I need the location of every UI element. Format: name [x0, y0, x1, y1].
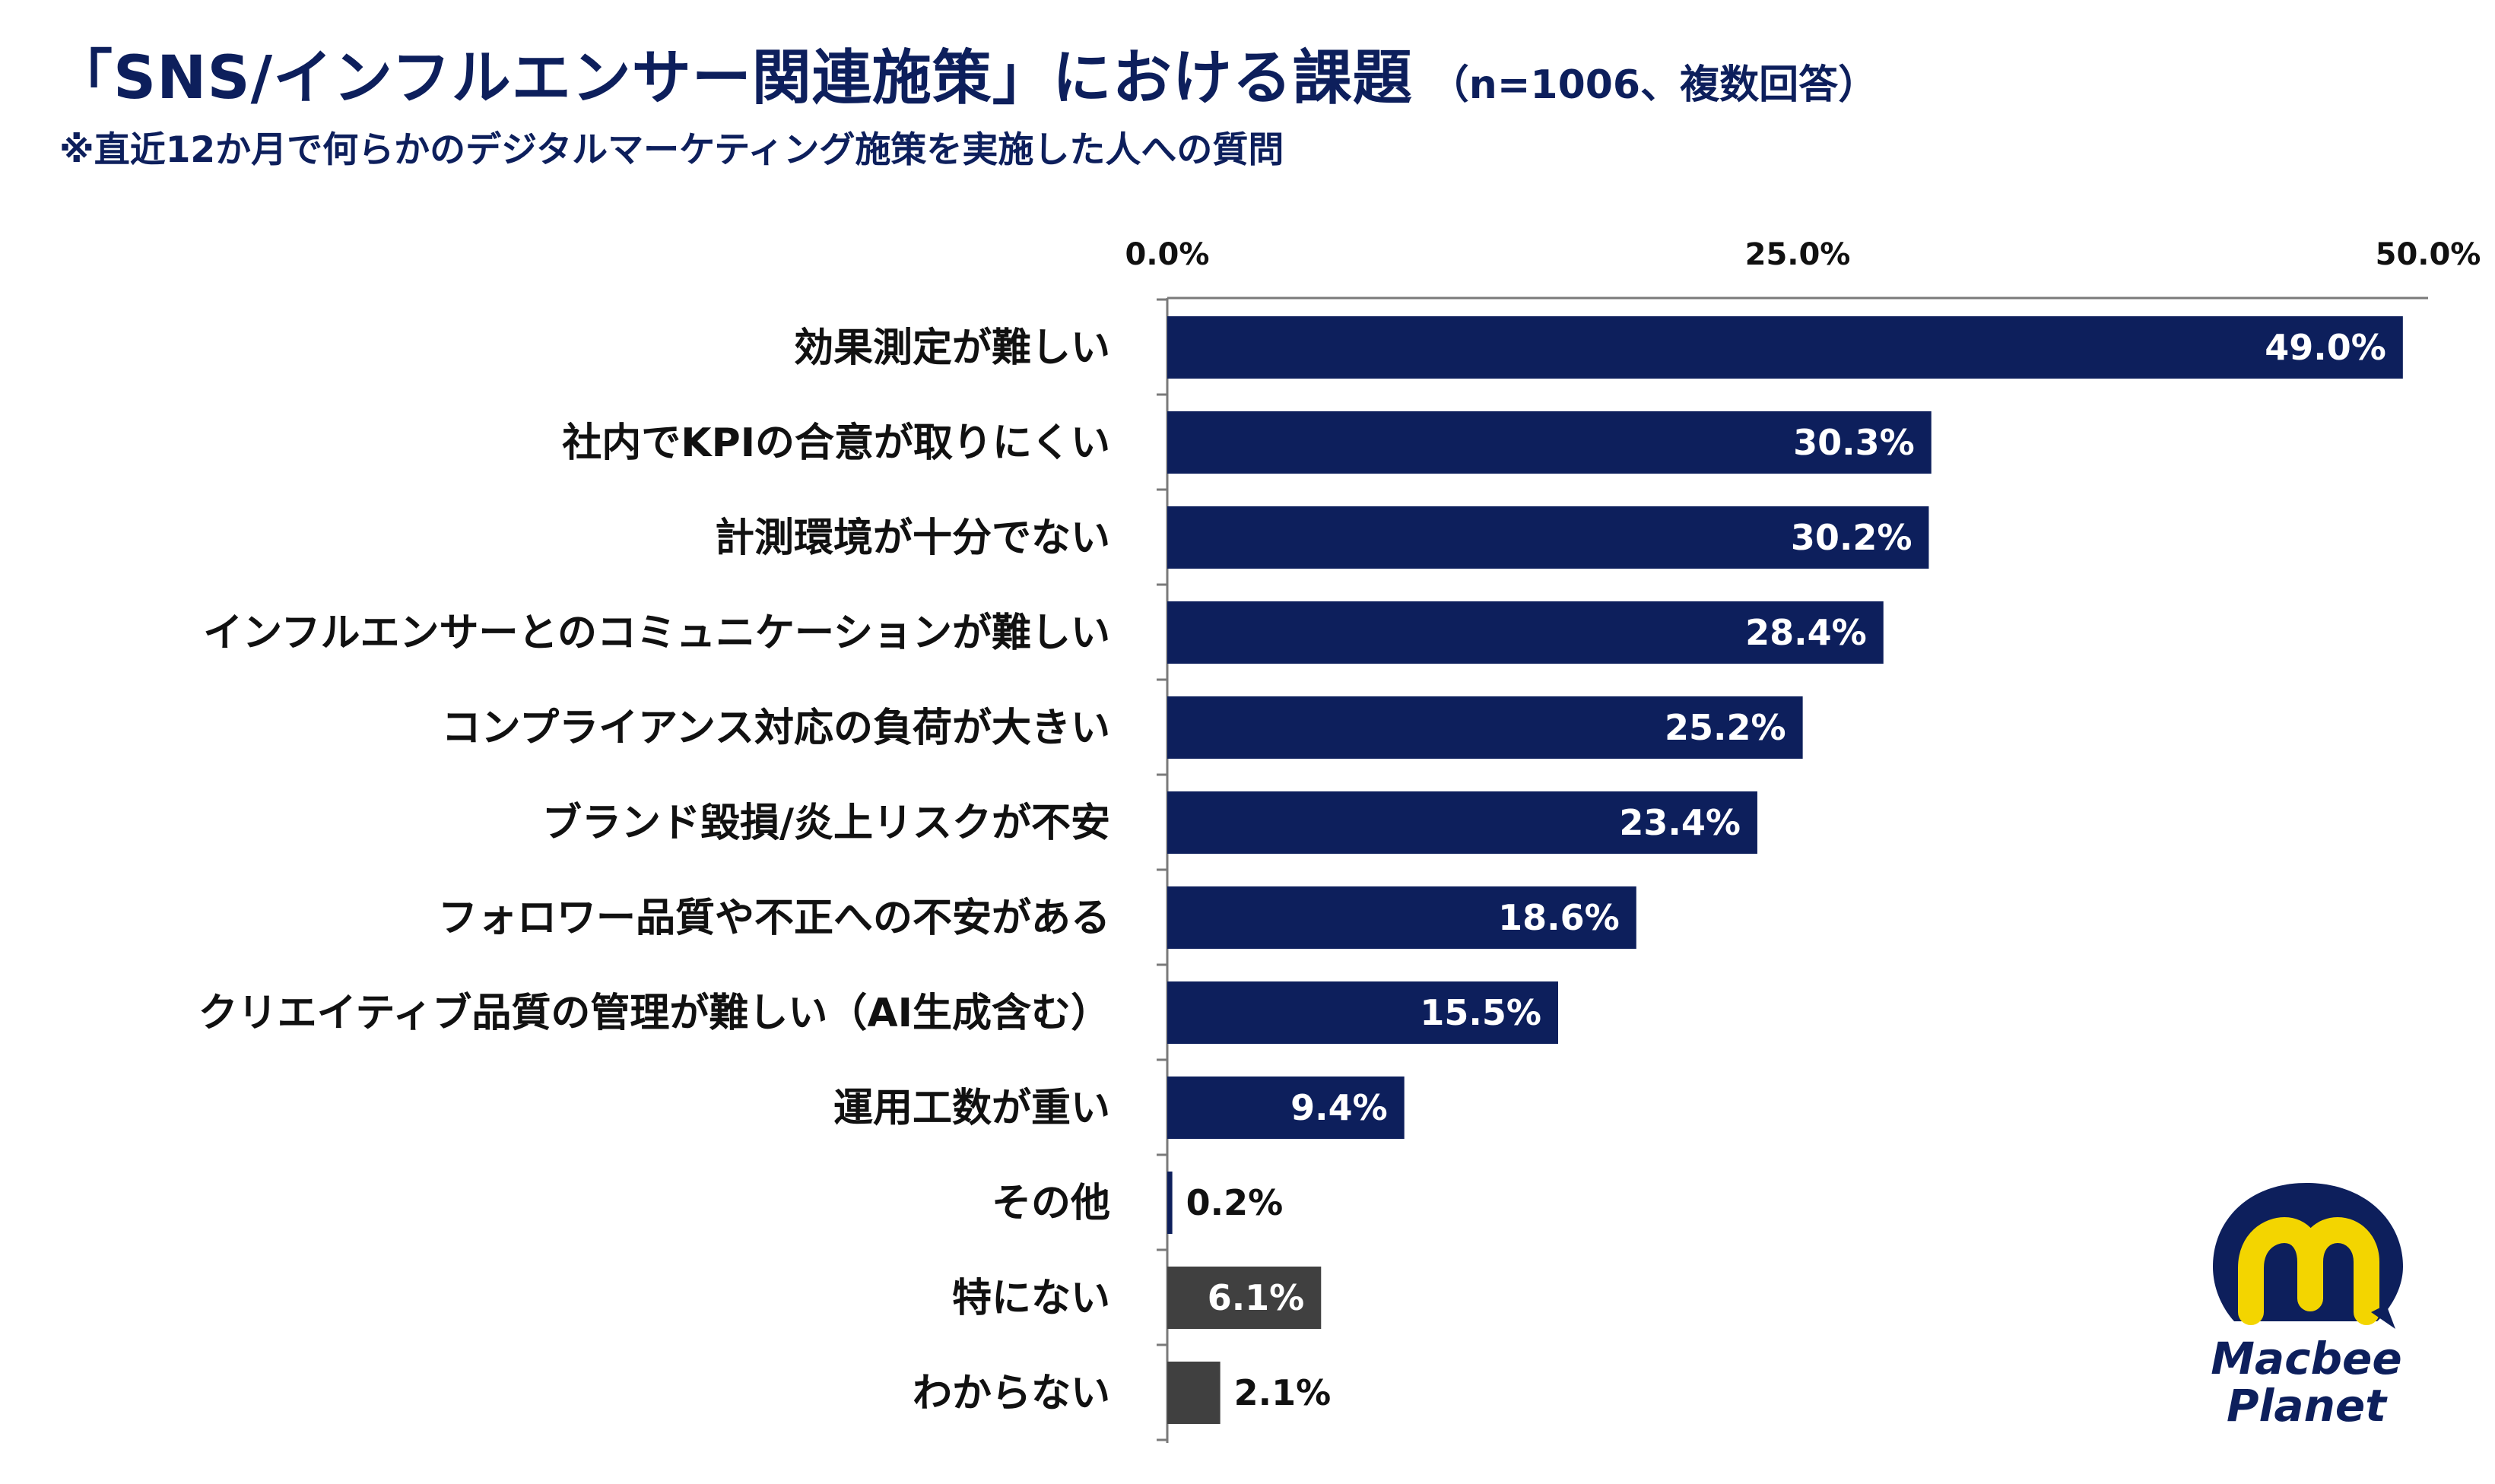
bar [1167, 506, 1929, 569]
bar [1167, 696, 1803, 759]
bar [1167, 316, 2403, 379]
category-label: 特にない [952, 1276, 1110, 1321]
bar [1167, 1172, 1173, 1234]
brand-name-line2: Planet [2227, 1380, 2386, 1432]
category-label: 計測環境が十分でない [715, 515, 1110, 561]
data-label: 18.6% [1498, 897, 1620, 938]
category-label: クリエイティブ品質の管理が難しい（AI生成含む） [198, 991, 1110, 1036]
category-label: ブランド毀損/炎上リスクが不安 [542, 801, 1110, 846]
data-label: 30.2% [1791, 517, 1913, 558]
bar [1167, 886, 1636, 949]
bar [1167, 791, 1757, 854]
x-tick-label: 0.0% [1125, 237, 1210, 272]
category-label: フォロワー品質や不正への不安がある [438, 896, 1110, 941]
data-label: 15.5% [1420, 992, 1541, 1033]
chart-title: 「SNS/インフルエンサー関連施策」における課題 [53, 44, 1413, 113]
category-label: 社内でKPIの合意が取りにくい [562, 420, 1110, 466]
chart-subtitle: ※直近12か月で何らかのデジタルマーケティング施策を実施した人への質問 [59, 129, 1284, 171]
data-label: 49.0% [2265, 327, 2386, 368]
category-label: わからない [913, 1371, 1110, 1416]
data-label: 2.1% [1234, 1372, 1332, 1413]
bar [1167, 411, 1932, 474]
x-tick-label: 25.0% [1745, 237, 1851, 272]
category-label: その他 [992, 1181, 1110, 1226]
bar [1167, 601, 1884, 664]
category-label: インフルエンサーとのコミュニケーションが難しい [203, 610, 1110, 656]
brand-logo: Macbee Planet [2181, 1177, 2432, 1435]
category-label: 効果測定が難しい [794, 325, 1110, 371]
bar [1167, 1362, 1221, 1424]
data-label: 25.2% [1665, 707, 1786, 748]
x-tick-label: 50.0% [2376, 237, 2481, 272]
data-label: 0.2% [1186, 1182, 1284, 1223]
data-label: 28.4% [1745, 612, 1867, 653]
data-label: 23.4% [1619, 802, 1741, 843]
category-label: コンプライアンス対応の負荷が大きい [442, 706, 1110, 751]
bar [1167, 1267, 1322, 1329]
data-label: 30.3% [1793, 422, 1915, 463]
bar [1167, 981, 1558, 1044]
brand-logo-icon [2213, 1183, 2403, 1329]
chart-title-row: 「SNS/インフルエンサー関連施策」における課題 （n=1006、複数回答） [53, 30, 1878, 116]
data-label: 6.1% [1208, 1277, 1305, 1318]
bar [1167, 1077, 1405, 1139]
brand-name-line1: Macbee [2211, 1333, 2402, 1384]
data-label: 9.4% [1290, 1087, 1388, 1128]
chart-title-note: （n=1006、複数回答） [1429, 62, 1878, 108]
category-label: 運用工数が重い [833, 1086, 1110, 1131]
